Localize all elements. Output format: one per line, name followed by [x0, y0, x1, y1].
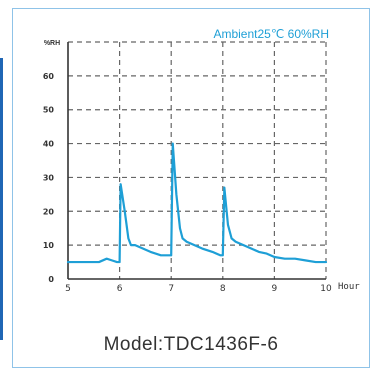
y-axis-label: %RH [44, 40, 60, 47]
axes [67, 42, 326, 280]
y-tick-label-20: 20 [43, 207, 55, 216]
y-tick-label-60: 60 [43, 72, 55, 81]
series-line-rh [66, 142, 328, 264]
left-accent-bar [0, 58, 3, 340]
x-tick-label-5: 5 [65, 284, 71, 294]
chart-frame [12, 8, 370, 368]
y-tick-label-10: 10 [43, 241, 55, 250]
x-axis-label: Hour [338, 282, 360, 292]
ambient-condition-label: Ambient25℃ 60%RH [213, 27, 329, 41]
y-tick-label-40: 40 [43, 140, 55, 149]
y-tick-label-0: 0 [48, 275, 54, 284]
x-tick-label-8: 8 [220, 284, 226, 294]
x-tick-label-7: 7 [168, 284, 174, 294]
tick-labels: 0 10 20 30 40 50 60 5 6 7 8 9 10 [43, 72, 332, 294]
model-label: Model:TDC1436F-6 [103, 334, 279, 355]
grid-lines [68, 41, 327, 279]
x-tick-label-9: 9 [272, 284, 278, 294]
y-tick-label-30: 30 [43, 173, 55, 182]
y-tick-label-50: 50 [43, 106, 55, 115]
x-tick-label-10: 10 [320, 284, 332, 294]
x-tick-label-6: 6 [117, 284, 123, 294]
